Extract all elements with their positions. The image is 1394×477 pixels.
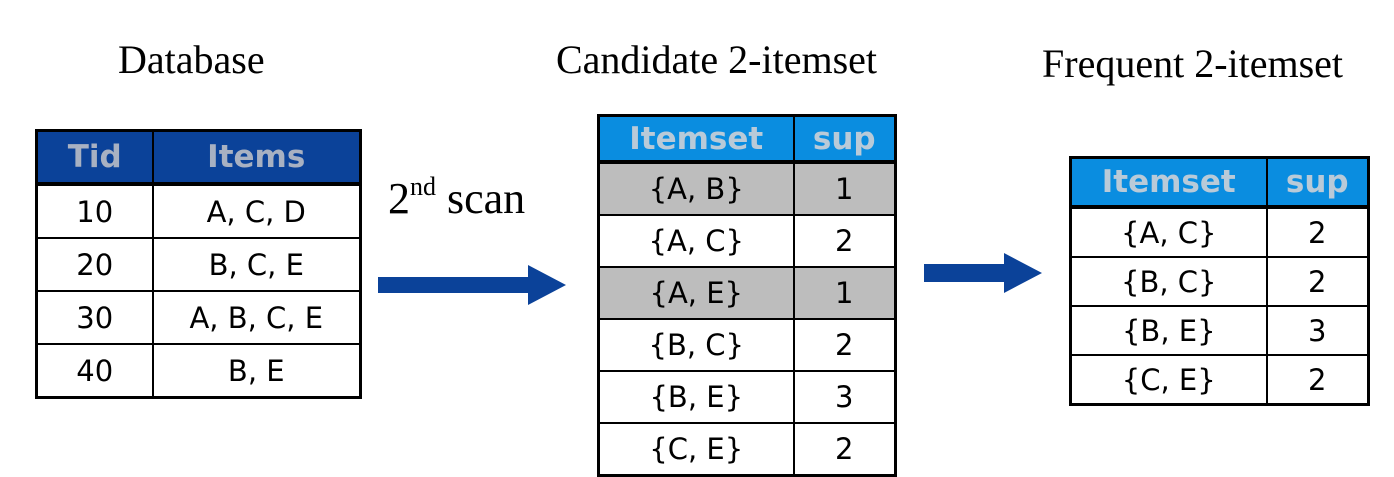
itemset-cell: {B, C} [597, 318, 795, 372]
itemset-cell: {A, C} [597, 214, 795, 268]
table-row: {B, E} 3 [1069, 305, 1370, 356]
sup-cell: 2 [1265, 354, 1370, 406]
table-row: 30 A, B, C, E [35, 290, 362, 345]
items-cell: B, E [151, 343, 362, 399]
itemset-cell: {C, E} [1069, 354, 1268, 406]
tid-cell: 20 [35, 237, 154, 292]
sup-cell: 3 [1265, 305, 1370, 356]
table-row: {C, E} 2 [597, 422, 897, 477]
table-row: {C, E} 2 [1069, 354, 1370, 406]
header-tid: Tid [35, 129, 154, 186]
table-header-row: Itemset sup [1069, 156, 1370, 209]
arrow-right-icon [924, 253, 1042, 293]
table-row: {A, C} 2 [597, 214, 897, 268]
table-row: {B, C} 2 [1069, 256, 1370, 307]
table-row: {B, E} 3 [597, 370, 897, 424]
items-cell: A, C, D [151, 183, 362, 239]
table-header-row: Tid Items [35, 129, 362, 186]
sup-cell: 2 [1265, 206, 1370, 258]
sup-cell: 1 [792, 266, 897, 320]
scan-word: scan [436, 174, 526, 223]
candidate-title: Candidate 2-itemset [556, 37, 878, 82]
items-cell: A, B, C, E [151, 290, 362, 345]
table-header-row: Itemset sup [597, 114, 897, 164]
itemset-cell: {B, E} [1069, 305, 1268, 356]
header-items: Items [151, 129, 362, 186]
table-row-pruned: {A, B} 1 [597, 161, 897, 216]
itemset-cell: {A, E} [597, 266, 795, 320]
table-row-pruned: {A, E} 1 [597, 266, 897, 320]
sup-cell: 2 [792, 318, 897, 372]
table-row: 10 A, C, D [35, 183, 362, 239]
table-row: {B, C} 2 [597, 318, 897, 372]
table-row: {A, C} 2 [1069, 206, 1370, 258]
candidate-table: Itemset sup {A, B} 1 {A, C} 2 {A, E} 1 {… [597, 114, 897, 477]
frequent-title: Frequent 2-itemset [1042, 41, 1344, 86]
header-itemset: Itemset [597, 114, 795, 164]
itemset-cell: {B, E} [597, 370, 795, 424]
items-cell: B, C, E [151, 237, 362, 292]
tid-cell: 40 [35, 343, 154, 399]
database-title: Database [118, 37, 265, 82]
scan-number: 2 [388, 174, 410, 223]
arrow-right-icon [378, 265, 566, 305]
database-table: Tid Items 10 A, C, D 20 B, C, E 30 A, B,… [35, 129, 362, 399]
sup-cell: 2 [792, 214, 897, 268]
scan-label: 2nd scan [388, 172, 525, 224]
tid-cell: 30 [35, 290, 154, 345]
itemset-cell: {A, C} [1069, 206, 1268, 258]
table-row: 40 B, E [35, 343, 362, 399]
itemset-cell: {C, E} [597, 422, 795, 477]
sup-cell: 2 [1265, 256, 1370, 307]
frequent-table: Itemset sup {A, C} 2 {B, C} 2 {B, E} 3 {… [1069, 156, 1370, 406]
itemset-cell: {A, B} [597, 161, 795, 216]
header-sup: sup [1265, 156, 1370, 209]
sup-cell: 3 [792, 370, 897, 424]
header-sup: sup [792, 114, 897, 164]
sup-cell: 2 [792, 422, 897, 477]
scan-ordinal-suffix: nd [410, 172, 436, 201]
sup-cell: 1 [792, 161, 897, 216]
header-itemset: Itemset [1069, 156, 1268, 209]
tid-cell: 10 [35, 183, 154, 239]
table-row: 20 B, C, E [35, 237, 362, 292]
itemset-cell: {B, C} [1069, 256, 1268, 307]
